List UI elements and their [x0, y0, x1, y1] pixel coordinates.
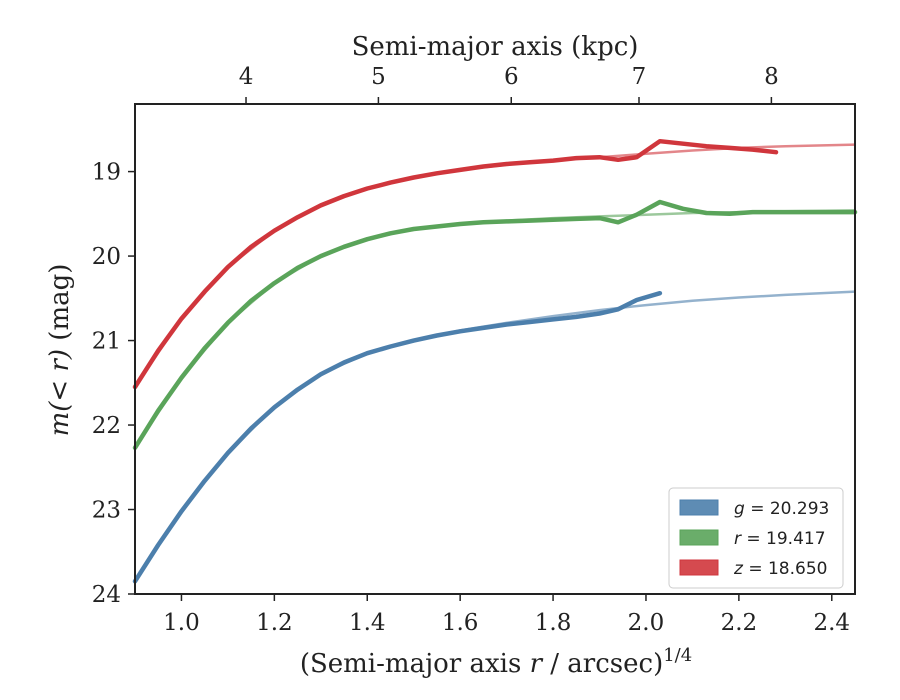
- series-line-z: [132, 138, 779, 390]
- fit-line-z: [133, 143, 856, 388]
- top-tick-label: 4: [239, 64, 254, 90]
- top-tick-label: 7: [632, 64, 647, 90]
- legend: g = 20.293 r = 19.417 z = 18.650: [668, 487, 844, 589]
- x-tick-label: 1.0: [163, 610, 200, 636]
- x-axis-title: (Semi-major axis r / arcsec)1/4: [300, 645, 692, 679]
- y-axis-ticks: 19 20 21 22 23 24: [92, 160, 135, 608]
- top-tick-label: 8: [764, 64, 779, 90]
- legend-label-r: r = 19.417: [734, 529, 826, 549]
- x-tick-label: 2.0: [628, 610, 665, 636]
- top-tick-label: 6: [504, 64, 519, 90]
- legend-items: g = 20.293 r = 19.417 z = 18.650: [679, 499, 829, 579]
- top-axis-ticks: 4 5 6 7 8: [239, 64, 779, 104]
- y-tick-label: 19: [92, 160, 121, 186]
- y-tick-label: 22: [92, 413, 121, 439]
- legend-swatch-z: [679, 559, 719, 576]
- y-axis-title: m(< r) (mag): [45, 264, 75, 437]
- fit-line-r: [133, 209, 856, 449]
- x-tick-label: 2.4: [813, 610, 850, 636]
- top-axis-title: Semi-major axis (kpc): [352, 32, 639, 62]
- x-tick-label: 1.4: [349, 610, 386, 636]
- y-tick-label: 20: [92, 244, 121, 270]
- legend-label-g: g = 20.293: [734, 499, 829, 519]
- y-tick-label: 21: [92, 329, 121, 355]
- series-line-r: [132, 199, 858, 451]
- series-line-g: [132, 290, 663, 584]
- x-tick-label: 1.8: [535, 610, 572, 636]
- x-tick-label: 2.2: [721, 610, 758, 636]
- legend-swatch-r: [679, 529, 719, 546]
- x-tick-label: 1.6: [442, 610, 479, 636]
- legend-swatch-g: [679, 499, 719, 516]
- plot-frame: [134, 103, 856, 595]
- x-tick-label: 1.2: [256, 610, 293, 636]
- top-tick-label: 5: [371, 64, 386, 90]
- x-axis-ticks: 1.0 1.2 1.4 1.6 1.8 2.0 2.2 2.4: [163, 594, 850, 636]
- data-lines: [132, 138, 858, 584]
- y-tick-label: 23: [92, 498, 121, 524]
- y-tick-label: 24: [92, 582, 121, 608]
- legend-label-z: z = 18.650: [733, 559, 827, 579]
